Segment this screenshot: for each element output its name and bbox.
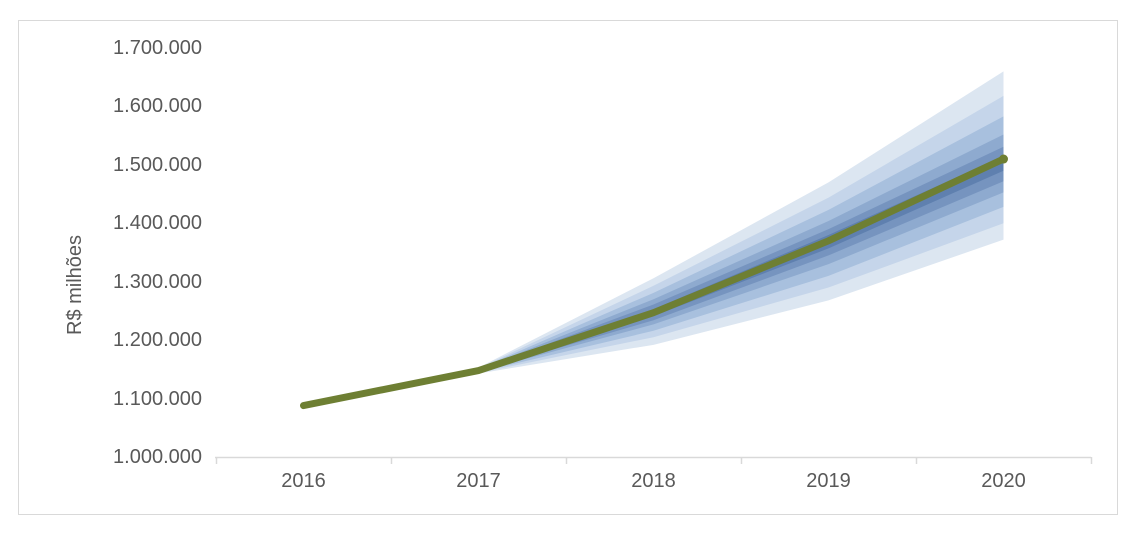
chart-frame: R$ milhões 1.000.000 1.100.000 1.200.000 1.… bbox=[18, 20, 1118, 515]
axis-group bbox=[215, 456, 1093, 464]
y-axis-tick-label: 1.700.000 bbox=[113, 37, 202, 59]
x-axis-tick-label: 2019 bbox=[806, 470, 851, 492]
confidence-band bbox=[303, 116, 1004, 406]
central-projection-line bbox=[300, 155, 1007, 410]
x-axis-tick-label: 2017 bbox=[456, 470, 501, 492]
y-axis-tick-label: 1.100.000 bbox=[113, 387, 202, 410]
endpoint-marker bbox=[999, 154, 1008, 164]
y-axis-tick-label: 1.200.000 bbox=[113, 329, 202, 352]
y-axis-tick-label: 1.400.000 bbox=[113, 212, 202, 235]
x-axis-tick-label: 2016 bbox=[281, 470, 326, 492]
endpoint-marker-group bbox=[999, 154, 1008, 164]
x-axis-tick-label: 2020 bbox=[981, 470, 1026, 492]
fan-chart-plot bbox=[215, 71, 1093, 464]
x-axis-tick-label: 2018 bbox=[631, 470, 676, 492]
y-axis-tick-label: 1.600.000 bbox=[113, 95, 202, 118]
y-axis-tick-label: 1.000.000 bbox=[113, 446, 202, 468]
central-projection-line-group bbox=[300, 155, 1007, 410]
y-axis-tick-label: 1.500.000 bbox=[113, 153, 202, 176]
y-axis-tick-label: 1.300.000 bbox=[113, 270, 202, 293]
confidence-bands-group bbox=[303, 71, 1004, 406]
